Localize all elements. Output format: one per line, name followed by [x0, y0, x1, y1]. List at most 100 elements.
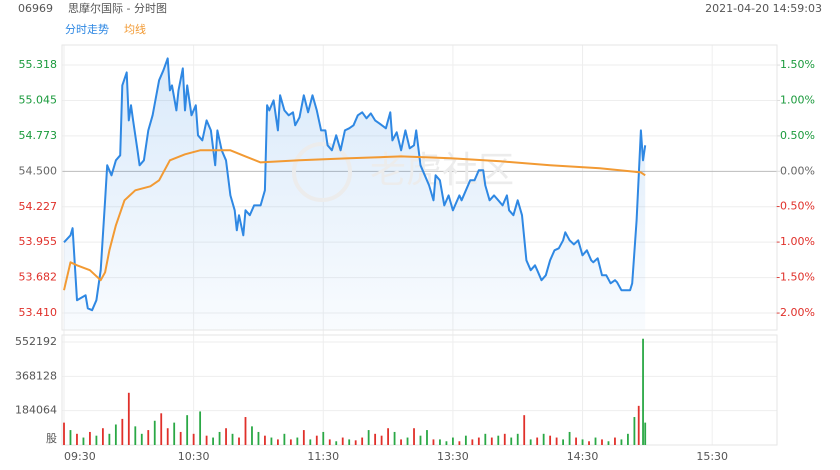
volume-pane — [61, 334, 778, 446]
volume-bar — [114, 424, 117, 445]
volume-bar — [644, 422, 647, 445]
volume-bar — [199, 411, 202, 445]
volume-bar — [380, 435, 383, 445]
y-tick-label: 54.500 — [19, 164, 58, 177]
volume-bar — [341, 437, 344, 445]
volume-bar — [238, 437, 240, 445]
volume-bar — [127, 392, 130, 445]
volume-bar — [101, 428, 104, 445]
volume-bar — [121, 418, 124, 445]
volume-bar — [302, 430, 305, 445]
volume-bar — [166, 428, 169, 445]
volume-tick-label: 552192 — [15, 335, 57, 348]
volume-bar — [231, 433, 234, 445]
volume-bar — [536, 437, 539, 445]
y2-tick-label: 0.50% — [780, 129, 815, 142]
x-tick-label: 14:30 — [567, 450, 599, 463]
volume-bar — [523, 415, 526, 445]
price-line — [63, 57, 647, 312]
volume-bar — [594, 437, 597, 445]
volume-bar — [76, 433, 78, 445]
volume-bar — [393, 431, 396, 445]
volume-bar — [69, 430, 72, 445]
y2-tick-label: -1.00% — [776, 235, 815, 248]
volume-bar — [367, 430, 370, 445]
volume-bar — [153, 420, 156, 445]
volume-bar — [549, 435, 552, 445]
volume-bar — [477, 437, 480, 445]
volume-bar — [458, 441, 461, 445]
volume-bar — [277, 439, 279, 445]
volume-bar — [192, 433, 195, 445]
volume-tick-label: 股 — [46, 432, 57, 445]
volume-bar — [633, 417, 636, 445]
volume-bar — [432, 439, 435, 445]
volume-bar — [82, 437, 85, 445]
volume-bar — [471, 439, 474, 445]
volume-bar — [160, 413, 163, 445]
volume-bar — [140, 433, 143, 445]
y2-tick-label: 0.00% — [780, 164, 815, 177]
volume-bar — [568, 431, 571, 445]
y-tick-label: 53.410 — [19, 306, 58, 319]
x-tick-label: 13:30 — [437, 450, 469, 463]
x-tick-label: 11:30 — [307, 450, 339, 463]
x-tick-label: 09:30 — [64, 450, 96, 463]
volume-bar — [555, 437, 558, 445]
x-tick-label: 15:30 — [696, 450, 728, 463]
volume-bar — [620, 439, 623, 445]
y-tick-label: 53.955 — [19, 235, 58, 248]
price-line — [63, 149, 646, 291]
volume-bar — [497, 435, 500, 445]
volume-bar — [328, 439, 331, 445]
volume-bar — [147, 430, 150, 445]
y-tick-label: 54.227 — [19, 200, 58, 213]
volume-bar — [374, 433, 377, 445]
volume-bar — [426, 430, 428, 445]
volume-bar — [335, 441, 338, 445]
y2-tick-label: -2.00% — [776, 306, 815, 319]
x-tick-label: 10:30 — [178, 450, 210, 463]
volume-bar — [406, 437, 409, 445]
volume-bar — [244, 417, 247, 445]
volume-bar — [387, 428, 389, 445]
volume-bar — [348, 439, 351, 445]
volume-bar — [642, 338, 644, 445]
volume-bar — [283, 433, 286, 445]
volume-tick-label: 184064 — [15, 404, 57, 417]
y-tick-label: 55.045 — [19, 93, 58, 106]
y2-tick-label: 1.50% — [780, 58, 815, 71]
volume-bar — [400, 439, 402, 445]
volume-bar — [95, 435, 98, 445]
volume-bar — [251, 426, 253, 445]
legend-entry: 分时走势 — [65, 23, 109, 36]
volume-bar — [264, 435, 266, 445]
price-pane — [61, 44, 778, 331]
volume-bar — [289, 439, 292, 445]
stock-code: 06969 — [18, 2, 53, 15]
volume-bar — [296, 437, 299, 445]
volume-bar — [601, 439, 603, 445]
volume-bar — [173, 422, 176, 445]
volume-bar — [510, 437, 513, 445]
volume-bar — [516, 433, 519, 445]
y2-tick-label: -1.50% — [776, 271, 815, 284]
y-tick-label: 54.773 — [19, 129, 58, 142]
y-tick-label: 55.318 — [19, 58, 58, 71]
volume-bar — [503, 433, 506, 445]
volume-bar — [134, 426, 137, 445]
volume-bar — [322, 431, 325, 445]
chart-title: 思摩尔国际 - 分时图 — [68, 1, 167, 15]
volume-bar — [484, 433, 487, 445]
volume-bar — [361, 437, 364, 445]
y-tick-label: 53.682 — [19, 271, 58, 284]
volume-bar — [225, 428, 227, 445]
volume-bar — [309, 439, 312, 445]
legend-entry: 均线 — [124, 22, 146, 36]
volume-bar — [581, 439, 584, 445]
volume-bar — [637, 405, 640, 445]
volume-bar — [419, 435, 422, 445]
volume-tick-label: 368128 — [15, 369, 57, 382]
volume-bar — [89, 431, 91, 445]
